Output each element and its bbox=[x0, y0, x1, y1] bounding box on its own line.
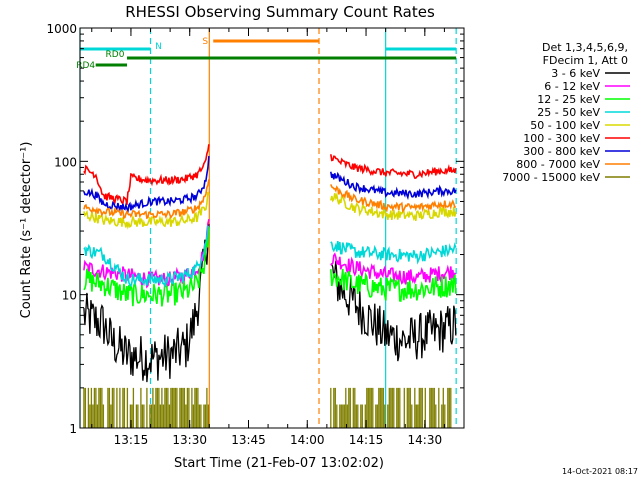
series-path bbox=[83, 227, 210, 307]
series-path bbox=[330, 154, 457, 179]
series-path bbox=[83, 223, 210, 383]
y-tick-label: 10 bbox=[62, 289, 77, 303]
legend-entry-label: 12 - 25 keV bbox=[537, 93, 600, 106]
footer-date: 14-Oct-2021 08:17 bbox=[562, 467, 638, 476]
series-line bbox=[83, 144, 457, 205]
series-path bbox=[83, 225, 210, 288]
series-path bbox=[83, 156, 210, 214]
flag-label: RD0 bbox=[106, 50, 125, 60]
series-path bbox=[83, 191, 210, 230]
series-line bbox=[83, 191, 457, 230]
y-tick-label: 1000 bbox=[46, 22, 77, 36]
chart-title: RHESSI Observing Summary Count Rates bbox=[125, 3, 435, 21]
legend-header: FDecim 1, Att 0 bbox=[543, 54, 628, 67]
legend-entry-label: 800 - 7000 keV bbox=[516, 158, 600, 171]
series-path bbox=[330, 260, 457, 362]
legend-entry-label: 6 - 12 keV bbox=[544, 80, 600, 93]
series-path bbox=[83, 219, 210, 289]
series-path bbox=[330, 191, 457, 221]
series-group bbox=[83, 144, 457, 428]
x-tick-label: 14:30 bbox=[408, 433, 443, 447]
y-tick-label: 1 bbox=[69, 422, 77, 436]
series-path bbox=[330, 241, 457, 265]
series-path bbox=[83, 387, 210, 428]
flag-bars: N S RD0 RD4 bbox=[76, 37, 457, 71]
legend-entry-label: 7000 - 15000 keV bbox=[502, 171, 600, 184]
series-path bbox=[83, 179, 210, 220]
x-tick-label: 13:30 bbox=[172, 433, 207, 447]
axes: 13:15 13:30 13:45 14:00 14:15 14:30 1 10 100 1000 bbox=[46, 22, 465, 447]
y-tick-label: 100 bbox=[54, 155, 77, 169]
x-tick-label: 14:15 bbox=[349, 433, 384, 447]
legend: Det 1,3,4,5,6,9,FDecim 1, Att 03 - 6 keV… bbox=[502, 41, 630, 184]
series-path bbox=[83, 144, 210, 205]
flag-label: RD4 bbox=[76, 61, 95, 71]
series-line bbox=[83, 387, 452, 428]
series-line bbox=[83, 179, 456, 220]
flag-label: S bbox=[202, 37, 208, 47]
legend-header: Det 1,3,4,5,6,9, bbox=[542, 41, 628, 54]
legend-entry-label: 3 - 6 keV bbox=[551, 67, 600, 80]
x-tick-label: 13:15 bbox=[114, 433, 149, 447]
x-axis-label: Start Time (21-Feb-07 13:02:02) bbox=[174, 456, 384, 471]
series-path bbox=[330, 252, 456, 285]
series-path bbox=[330, 387, 452, 428]
series-line bbox=[83, 223, 457, 383]
x-tick-label: 13:45 bbox=[231, 433, 266, 447]
series-line bbox=[83, 156, 457, 214]
legend-entry-label: 100 - 300 keV bbox=[523, 132, 600, 145]
legend-entry-label: 300 - 800 keV bbox=[523, 145, 600, 158]
legend-entry-label: 25 - 50 keV bbox=[537, 106, 600, 119]
series-line bbox=[83, 225, 457, 288]
series-path bbox=[330, 171, 457, 201]
series-line bbox=[83, 227, 457, 307]
y-axis-label: Count Rate (s⁻¹ detector⁻¹) bbox=[19, 142, 34, 319]
series-path bbox=[330, 268, 457, 303]
series-path bbox=[330, 184, 456, 213]
plot-frame bbox=[79, 27, 465, 429]
x-tick-label: 14:00 bbox=[290, 433, 325, 447]
legend-entry-label: 50 - 100 keV bbox=[530, 119, 600, 132]
flag-label: N bbox=[155, 42, 162, 52]
